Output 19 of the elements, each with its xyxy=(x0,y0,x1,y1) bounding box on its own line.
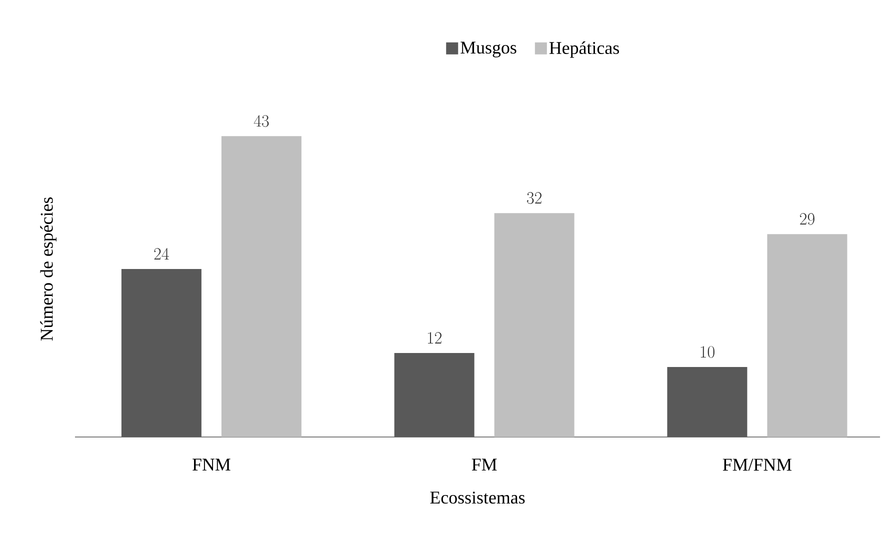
x-axis-title: Ecossistemas xyxy=(430,492,525,504)
data-label: 10 xyxy=(700,346,714,358)
bar xyxy=(767,234,848,437)
data-label: 12 xyxy=(428,332,442,344)
legend-label: Musgos xyxy=(460,42,516,58)
bar xyxy=(667,367,748,437)
bar xyxy=(494,213,574,437)
data-label: 43 xyxy=(254,115,269,127)
bar xyxy=(121,269,202,437)
data-label: 29 xyxy=(800,213,814,225)
x-tick-label: FNM xyxy=(192,458,230,471)
bar xyxy=(221,136,302,437)
bar xyxy=(394,353,474,437)
x-tick-label: FM/FNM xyxy=(722,458,792,471)
x-tick-label: FM xyxy=(472,458,497,471)
data-label: 24 xyxy=(154,248,169,260)
legend-label: Hepáticas xyxy=(549,41,619,58)
data-label: 32 xyxy=(526,192,542,204)
y-axis-title: Número de espécies xyxy=(40,197,56,341)
